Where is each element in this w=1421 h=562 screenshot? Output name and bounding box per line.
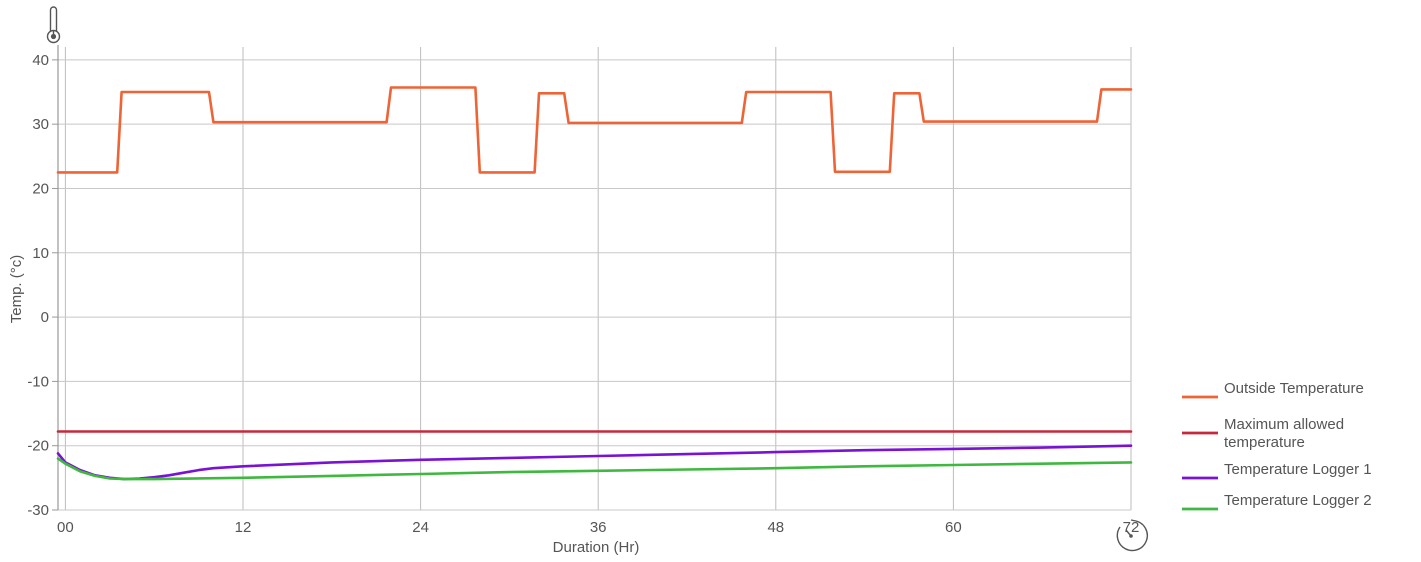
y-tick-label: 0	[41, 309, 49, 326]
legend-label: Temperature Logger 2	[1224, 492, 1372, 509]
series-line	[56, 457, 1133, 481]
series-line	[56, 86, 1133, 174]
y-tick-label: -30	[27, 502, 49, 519]
x-tick-label: 48	[767, 519, 784, 536]
x-axis-title: Duration (Hr)	[553, 539, 640, 556]
y-tick-label: 20	[32, 180, 49, 197]
x-tick-label: 12	[235, 519, 252, 536]
chart-series	[56, 86, 1133, 481]
chart-legend: Outside Temperature Maximum allowed temper…	[1182, 380, 1372, 511]
legend-label: Maximum allowed temperature	[1224, 416, 1344, 451]
series-line	[56, 444, 1133, 481]
y-tick-label: 40	[32, 52, 49, 69]
x-tick-label: 00	[57, 519, 74, 536]
legend-label: Temperature Logger 1	[1224, 461, 1372, 478]
y-tick-label: 10	[32, 245, 49, 262]
x-tick-label: 24	[412, 519, 429, 536]
chart-grid	[58, 47, 1132, 511]
stopwatch-icon	[1116, 519, 1149, 552]
x-tick-label: 36	[590, 519, 607, 536]
y-axis-title: Temp. (°c)	[8, 255, 25, 324]
x-tick-label: 60	[945, 519, 962, 536]
y-tick-label: -10	[27, 373, 49, 390]
thermometer-icon	[46, 6, 61, 44]
legend-label: Outside Temperature	[1224, 380, 1364, 397]
y-tick-label: -20	[27, 438, 49, 455]
y-tick-label: 30	[32, 116, 49, 133]
